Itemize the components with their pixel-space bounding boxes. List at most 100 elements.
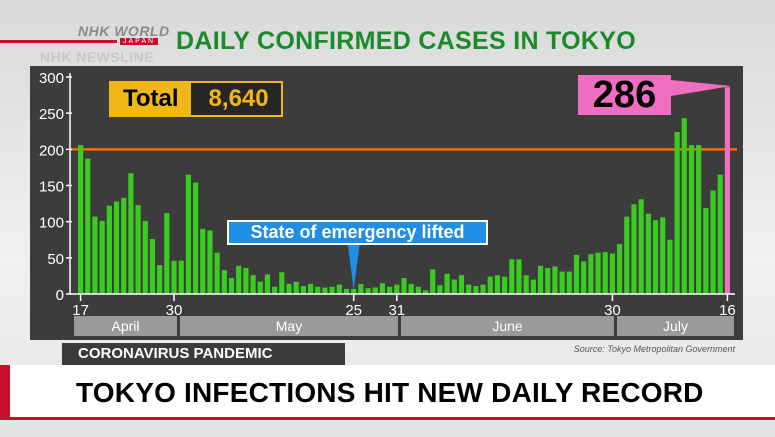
bar (322, 287, 328, 294)
bar (509, 259, 515, 294)
bar (351, 288, 357, 294)
y-tick-label: 50 (47, 251, 64, 268)
bar (667, 239, 673, 294)
bar (106, 205, 112, 294)
source-note: Source: Tokyo Metropolitan Government (573, 344, 735, 354)
bar (135, 205, 141, 294)
bar (286, 283, 292, 294)
month-label-june: June (401, 316, 614, 336)
bar (358, 283, 364, 294)
bar (466, 284, 472, 294)
y-tick-label: 100 (39, 215, 64, 232)
bar (336, 284, 342, 294)
headline-underline (0, 417, 775, 420)
bar (724, 87, 730, 294)
bar (645, 213, 651, 294)
bar (422, 290, 429, 294)
bar (387, 286, 393, 294)
y-tick-label: 0 (56, 287, 64, 304)
bar (566, 271, 572, 294)
bar (681, 118, 687, 294)
bar (437, 285, 443, 294)
total-label: Total (111, 83, 191, 115)
bar (487, 276, 493, 294)
bar (545, 267, 551, 294)
bar (214, 252, 220, 294)
x-tick-label: 25 (345, 302, 362, 319)
bar (394, 284, 400, 294)
bar (559, 271, 565, 294)
bar (408, 283, 414, 294)
x-tick-label: 30 (166, 302, 183, 319)
bar (113, 201, 120, 294)
bar (588, 254, 594, 294)
bar (315, 286, 321, 294)
nhk-logo: NHK WORLD (78, 23, 170, 39)
bar (710, 190, 716, 294)
bar (688, 144, 695, 294)
bar (638, 199, 644, 294)
bar (631, 204, 637, 294)
bar (157, 265, 163, 294)
bar (279, 272, 285, 294)
bar (696, 144, 702, 294)
bar (164, 212, 170, 294)
y-tick-label: 200 (39, 142, 64, 159)
bar (293, 281, 299, 294)
bar (703, 207, 709, 294)
bar (142, 220, 148, 294)
total-cases-box: Total 8,640 (109, 81, 283, 117)
x-tick-label: 17 (72, 302, 89, 319)
bar (243, 267, 249, 294)
bar (221, 270, 227, 294)
topic-tag: CORONAVIRUS PANDEMIC (62, 343, 345, 365)
bar (92, 216, 98, 294)
bar (516, 259, 522, 294)
bar (264, 274, 271, 294)
total-value: 8,640 (190, 83, 281, 115)
chart-title: DAILY CONFIRMED CASES IN TOKYO (176, 27, 636, 55)
month-label-may: May (180, 316, 398, 336)
bar (401, 278, 407, 294)
bar (372, 287, 378, 294)
bar (581, 261, 587, 294)
bar (717, 174, 723, 294)
bar (192, 182, 199, 294)
bar (307, 283, 314, 294)
bar (552, 266, 558, 294)
y-tick-label: 300 (39, 70, 64, 87)
bar (602, 252, 608, 294)
x-tick-label: 16 (719, 302, 736, 319)
bar (178, 260, 184, 294)
headline: TOKYO INFECTIONS HIT NEW DAILY RECORD (76, 377, 704, 408)
bar (272, 286, 278, 294)
bar (617, 244, 623, 294)
callout-pointer (347, 244, 360, 290)
bar (121, 197, 127, 294)
bar (494, 275, 501, 294)
bar (128, 173, 134, 294)
bar (415, 286, 421, 294)
peak-flag-pointer (671, 80, 732, 96)
newsline-watermark: NHK NEWSLINE (40, 49, 155, 65)
nhk-logo-japan: JAPAN (120, 38, 159, 45)
bar (624, 216, 630, 294)
x-tick-label: 31 (388, 302, 405, 319)
bar (595, 252, 601, 294)
bar (236, 265, 242, 294)
bar (329, 286, 335, 294)
bar (99, 220, 105, 294)
x-tick-label: 30 (604, 302, 621, 319)
bar (379, 283, 386, 294)
bar (185, 174, 191, 294)
bar (444, 273, 450, 294)
bar (78, 144, 84, 294)
logo-stripe (0, 40, 117, 43)
bar (250, 275, 256, 294)
bar (343, 288, 350, 294)
bar (530, 279, 536, 294)
bar (458, 275, 465, 294)
bar (523, 275, 529, 294)
headline-bar (0, 365, 775, 417)
